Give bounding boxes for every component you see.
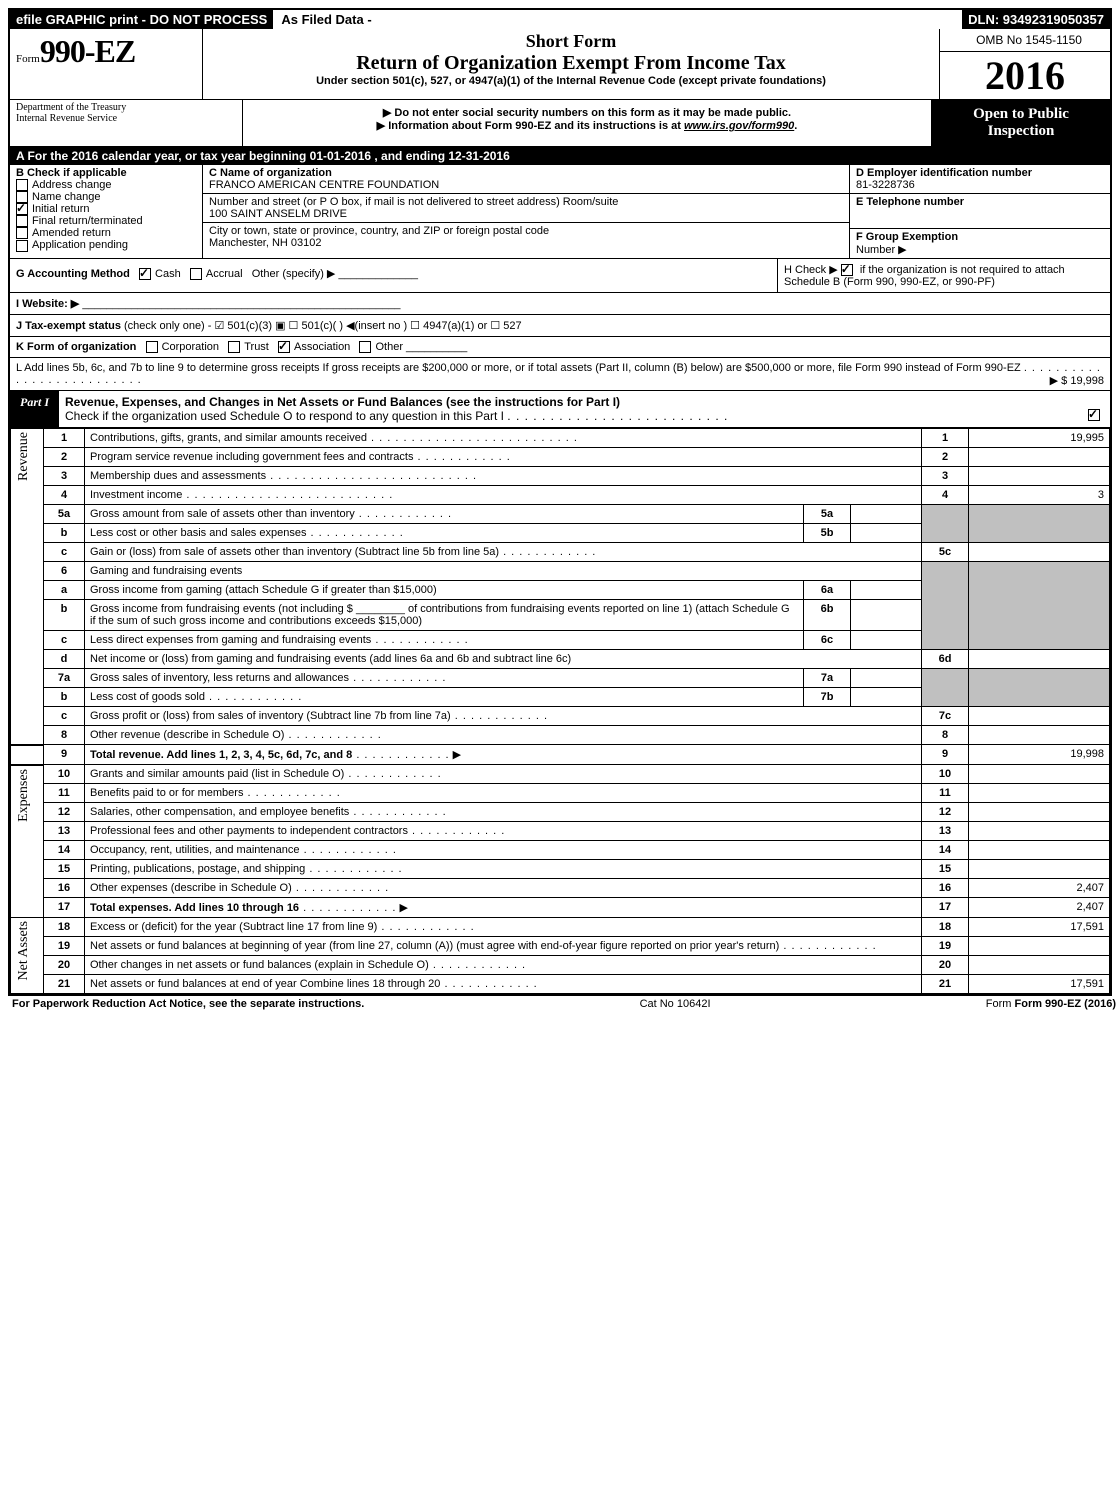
info-block: B Check if applicable Address change Nam… bbox=[10, 165, 1110, 259]
tax-year: 2016 bbox=[985, 53, 1065, 98]
j-row: J Tax-exempt status (check only one) - ☑… bbox=[10, 315, 1110, 337]
c-column: C Name of organization FRANCO AMERICAN C… bbox=[203, 165, 850, 258]
city: Manchester, NH 03102 bbox=[209, 237, 843, 249]
city-label: City or town, state or province, country… bbox=[209, 225, 843, 237]
l-row: L Add lines 5b, 6c, and 7b to line 9 to … bbox=[10, 358, 1110, 391]
checkbox-app-pending[interactable] bbox=[16, 240, 28, 252]
ein: 81-3228736 bbox=[856, 179, 1104, 191]
checkbox-final-return[interactable] bbox=[16, 215, 28, 227]
val-16: 2,407 bbox=[969, 879, 1110, 898]
form-prefix: Form bbox=[16, 53, 40, 65]
d-column: D Employer identification number 81-3228… bbox=[850, 165, 1110, 258]
c-label: C Name of organization bbox=[209, 167, 843, 179]
l-amount: ▶ $ 19,998 bbox=[1050, 374, 1104, 387]
footer-left: For Paperwork Reduction Act Notice, see … bbox=[12, 998, 364, 1010]
irs-label: Internal Revenue Service bbox=[16, 113, 236, 124]
section-a: A For the 2016 calendar year, or tax yea… bbox=[10, 147, 1110, 165]
street-label: Number and street (or P O box, if mail i… bbox=[209, 196, 843, 208]
val-18: 17,591 bbox=[969, 918, 1110, 937]
checkbox-part1-sched-o[interactable] bbox=[1088, 409, 1100, 421]
val-4: 3 bbox=[969, 486, 1110, 505]
part1-checkline: Check if the organization used Schedule … bbox=[65, 409, 504, 423]
j-rest: (check only one) - ☑ 501(c)(3) ▣ ☐ 501(c… bbox=[124, 320, 522, 332]
d-label: D Employer identification number bbox=[856, 167, 1104, 179]
checkbox-cash[interactable] bbox=[139, 268, 151, 280]
instr-2-post: . bbox=[794, 120, 797, 132]
header-row: Form990-EZ Short Form Return of Organiza… bbox=[10, 29, 1110, 100]
checkbox-corp[interactable] bbox=[146, 341, 158, 353]
val-17: 2,407 bbox=[969, 898, 1110, 918]
asfiled-label: As Filed Data - bbox=[275, 10, 379, 29]
checkbox-trust[interactable] bbox=[228, 341, 240, 353]
checkbox-address-change[interactable] bbox=[16, 179, 28, 191]
dept-treasury: Department of the Treasury bbox=[16, 102, 236, 113]
dln-label: DLN: 93492319050357 bbox=[962, 10, 1110, 29]
i-row: I Website: ▶ ___________________________… bbox=[10, 293, 1110, 315]
b-title: B Check if applicable bbox=[16, 167, 196, 179]
f-label: F Group Exemption bbox=[856, 231, 958, 243]
footer-mid: Cat No 10642I bbox=[640, 998, 711, 1010]
checkbox-initial-return[interactable] bbox=[16, 203, 28, 215]
checkbox-accrual[interactable] bbox=[190, 268, 202, 280]
f-label2: Number ▶ bbox=[856, 243, 1104, 256]
e-label: E Telephone number bbox=[856, 196, 1104, 208]
checkbox-amended[interactable] bbox=[16, 227, 28, 239]
gh-row: G Accounting Method Cash Accrual Other (… bbox=[10, 259, 1110, 293]
h-pre: H Check ▶ bbox=[784, 264, 838, 276]
j-label: J Tax-exempt status bbox=[16, 320, 121, 332]
part1-header: Part I Revenue, Expenses, and Changes in… bbox=[10, 391, 1110, 428]
form-number-cell: Form990-EZ bbox=[10, 29, 203, 99]
title-cell: Short Form Return of Organization Exempt… bbox=[203, 29, 940, 99]
l-text: L Add lines 5b, 6c, and 7b to line 9 to … bbox=[16, 362, 1021, 374]
footer-right: Form Form 990-EZ (2016) bbox=[986, 998, 1116, 1010]
checkbox-h[interactable] bbox=[841, 264, 853, 276]
instr-2-pre: ▶ Information about Form 990-EZ and its … bbox=[377, 120, 684, 132]
part1-title: Revenue, Expenses, and Changes in Net As… bbox=[65, 395, 620, 409]
efile-label: efile GRAPHIC print - DO NOT PROCESS bbox=[10, 10, 275, 29]
part1-table: Revenue 1 Contributions, gifts, grants, … bbox=[10, 428, 1110, 994]
form-990ez: efile GRAPHIC print - DO NOT PROCESS As … bbox=[8, 8, 1112, 996]
omb-label: OMB No 1545-1150 bbox=[940, 29, 1118, 51]
k-label: K Form of organization bbox=[16, 341, 136, 353]
sub-title: Under section 501(c), 527, or 4947(a)(1)… bbox=[209, 75, 933, 87]
side-netassets: Net Assets bbox=[11, 918, 44, 994]
street: 100 SAINT ANSELM DRIVE bbox=[209, 208, 843, 220]
checkbox-assoc[interactable] bbox=[278, 341, 290, 353]
org-name: FRANCO AMERICAN CENTRE FOUNDATION bbox=[209, 179, 843, 191]
short-form-label: Short Form bbox=[209, 31, 933, 52]
form-number: 990-EZ bbox=[40, 33, 135, 69]
open-to-public: Open to Public Inspection bbox=[932, 100, 1110, 146]
checkbox-other[interactable] bbox=[359, 341, 371, 353]
val-1: 19,995 bbox=[969, 429, 1110, 448]
b-column: B Check if applicable Address change Nam… bbox=[10, 165, 203, 258]
val-21: 17,591 bbox=[969, 975, 1110, 994]
val-9: 19,998 bbox=[969, 745, 1110, 765]
side-revenue: Revenue bbox=[11, 429, 44, 745]
instr-2-link[interactable]: www.irs.gov/form990 bbox=[684, 120, 794, 132]
instr-1: ▶ Do not enter social security numbers o… bbox=[249, 106, 925, 119]
part1-badge: Part I bbox=[10, 391, 59, 427]
i-label: I Website: ▶ bbox=[16, 298, 79, 310]
footer: For Paperwork Reduction Act Notice, see … bbox=[8, 996, 1120, 1012]
main-title: Return of Organization Exempt From Incom… bbox=[209, 52, 933, 75]
k-row: K Form of organization Corporation Trust… bbox=[10, 337, 1110, 358]
top-bar: efile GRAPHIC print - DO NOT PROCESS As … bbox=[10, 10, 1110, 29]
side-expenses: Expenses bbox=[11, 765, 44, 918]
dept-row: Department of the Treasury Internal Reve… bbox=[10, 100, 1110, 147]
g-label: G Accounting Method bbox=[16, 268, 130, 280]
